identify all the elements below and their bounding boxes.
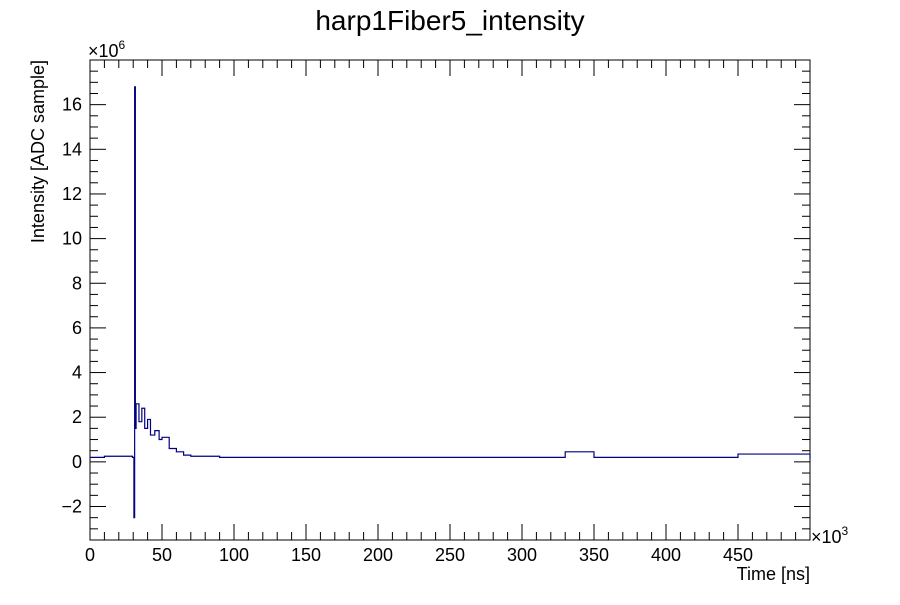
x-tick-label: 50 xyxy=(152,545,172,565)
x-tick-label: 350 xyxy=(579,545,609,565)
tick-labels: 0 50 100 150 200 250 300 350 400 450 −2 0 2 4 6 8 10 12 14… xyxy=(61,95,753,565)
y-tick-label: 2 xyxy=(72,407,82,427)
x-tick-label: 400 xyxy=(651,545,681,565)
y-multiplier-exponent: 6 xyxy=(119,38,126,52)
axis-ticks xyxy=(89,59,811,541)
y-axis-title: Intensity [ADC sample] xyxy=(28,60,48,243)
x-tick-label: 100 xyxy=(219,545,249,565)
x-tick-label: 250 xyxy=(435,545,465,565)
series-layer xyxy=(90,86,811,519)
chart-title: harp1Fiber5_intensity xyxy=(315,5,584,36)
x-multiplier-exponent: 3 xyxy=(842,524,849,538)
x-tick-label: 0 xyxy=(85,545,95,565)
series-line xyxy=(90,86,811,519)
x-tick-label: 200 xyxy=(363,545,393,565)
y-tick-label: −2 xyxy=(61,497,82,517)
y-tick-label: 12 xyxy=(62,184,82,204)
y-tick-label: 10 xyxy=(62,229,82,249)
y-tick-label: 6 xyxy=(72,318,82,338)
plot-frame xyxy=(89,59,811,541)
y-axis-multiplier: ×106 xyxy=(88,38,126,61)
y-tick-label: 4 xyxy=(72,363,82,383)
x-tick-label: 150 xyxy=(291,545,321,565)
y-tick-label: 14 xyxy=(62,139,82,159)
x-multiplier-base: ×10 xyxy=(811,527,842,547)
x-axis-title: Time [ns] xyxy=(737,564,810,584)
x-tick-label: 450 xyxy=(723,545,753,565)
y-tick-label: 16 xyxy=(62,95,82,115)
y-multiplier-base: ×10 xyxy=(88,41,119,61)
y-tick-label: 8 xyxy=(72,273,82,293)
y-tick-label: 0 xyxy=(72,452,82,472)
x-tick-label: 300 xyxy=(507,545,537,565)
x-axis-multiplier: ×103 xyxy=(811,524,849,547)
